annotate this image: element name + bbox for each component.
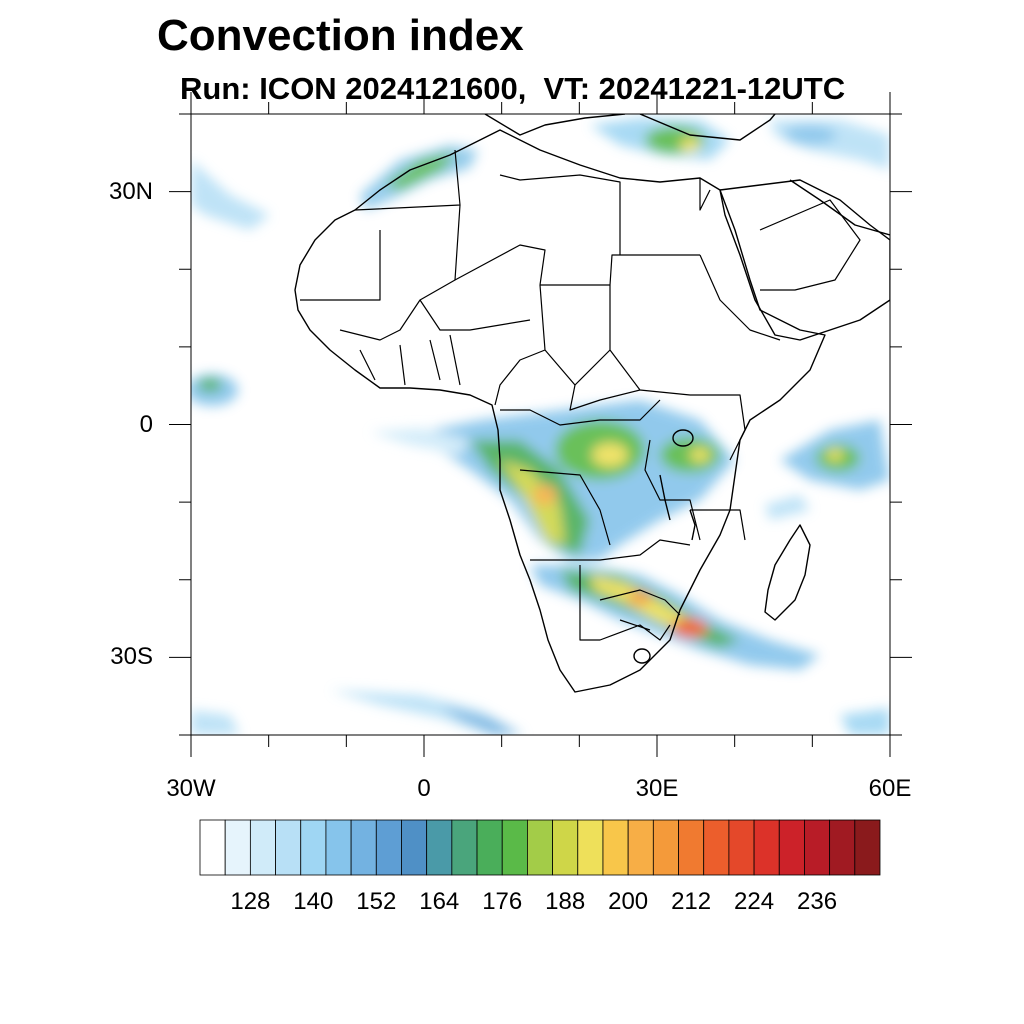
plot-subtitle: Run: ICON 2024121600, VT: 20241221-12UTC bbox=[180, 71, 846, 106]
arabia-coastline bbox=[719, 179, 890, 341]
y-tick-label: 30N bbox=[108, 177, 153, 205]
colorbar-swatch bbox=[577, 819, 604, 876]
colorbar-tick-label: 224 bbox=[734, 888, 775, 915]
colorbar-tick-label: 164 bbox=[419, 888, 460, 915]
colorbar-swatch bbox=[476, 819, 503, 876]
colorbar-swatch bbox=[753, 819, 780, 876]
colorbar-swatches bbox=[199, 819, 881, 876]
colorbar-swatch bbox=[199, 819, 226, 876]
y-tick-label: 30S bbox=[110, 643, 153, 671]
colorbar-swatch bbox=[501, 819, 528, 876]
iran-coast bbox=[789, 179, 890, 236]
madagascar-coastline bbox=[764, 524, 811, 621]
colorbar-swatch bbox=[602, 819, 629, 876]
colorbar-swatch bbox=[275, 819, 302, 876]
field-band-atlantic-north bbox=[191, 160, 270, 230]
colorbar-swatch bbox=[703, 819, 730, 876]
colorbar-swatch bbox=[249, 819, 276, 876]
colorbar-tick-label: 128 bbox=[230, 888, 271, 915]
country-borders bbox=[300, 149, 861, 641]
lake-tanganyika bbox=[659, 474, 671, 521]
colorbar-swatch bbox=[426, 819, 453, 876]
x-tick-label: 30W bbox=[166, 775, 216, 802]
africa-coastline bbox=[294, 129, 826, 693]
field-band-gulf-guinea bbox=[370, 428, 470, 455]
colorbar-swatch bbox=[627, 819, 654, 876]
colorbar-swatch bbox=[401, 819, 428, 876]
colorbar-tick-label: 236 bbox=[797, 888, 838, 915]
field-band-sw-corner bbox=[191, 710, 240, 735]
colorbar-swatch bbox=[451, 819, 478, 876]
convection-field bbox=[191, 118, 890, 735]
colorbar-swatch bbox=[678, 819, 705, 876]
colorbar-swatch bbox=[300, 819, 327, 876]
y-tick-label: 0 bbox=[139, 410, 153, 438]
axis-ticks bbox=[169, 92, 912, 757]
lake-malawi bbox=[689, 509, 696, 541]
colorbar-swatch bbox=[325, 819, 352, 876]
plot-title: Convection index bbox=[157, 11, 524, 60]
colorbar-swatch bbox=[224, 819, 251, 876]
lake-lesotho bbox=[633, 648, 651, 664]
colorbar-swatch bbox=[652, 819, 679, 876]
colorbar-tick-label: 188 bbox=[545, 888, 586, 915]
colorbar-tick-label: 152 bbox=[356, 888, 397, 915]
colorbar-swatch bbox=[350, 819, 377, 876]
x-tick-label: 30E bbox=[635, 775, 679, 802]
colorbar-swatch bbox=[778, 819, 805, 876]
colorbar-swatch bbox=[375, 819, 402, 876]
colorbar-swatch bbox=[728, 819, 755, 876]
field-band-se-corner bbox=[840, 708, 890, 735]
colorbar-swatch bbox=[854, 819, 881, 876]
colorbar-tick-label: 176 bbox=[482, 888, 523, 915]
x-tick-label: 0 bbox=[417, 775, 431, 802]
colorbar-swatch bbox=[829, 819, 856, 876]
europe-coastline bbox=[484, 114, 776, 141]
colorbar-tick-label: 140 bbox=[293, 888, 334, 915]
colorbar-tick-label: 200 bbox=[608, 888, 649, 915]
colorbar-tick-label: 212 bbox=[671, 888, 712, 915]
lake-victoria bbox=[672, 429, 694, 447]
coastlines bbox=[294, 114, 890, 693]
colorbar-swatch bbox=[527, 819, 553, 876]
colorbar-swatch bbox=[804, 819, 831, 876]
colorbar-swatch bbox=[552, 819, 579, 876]
x-tick-label: 60E bbox=[868, 775, 912, 802]
